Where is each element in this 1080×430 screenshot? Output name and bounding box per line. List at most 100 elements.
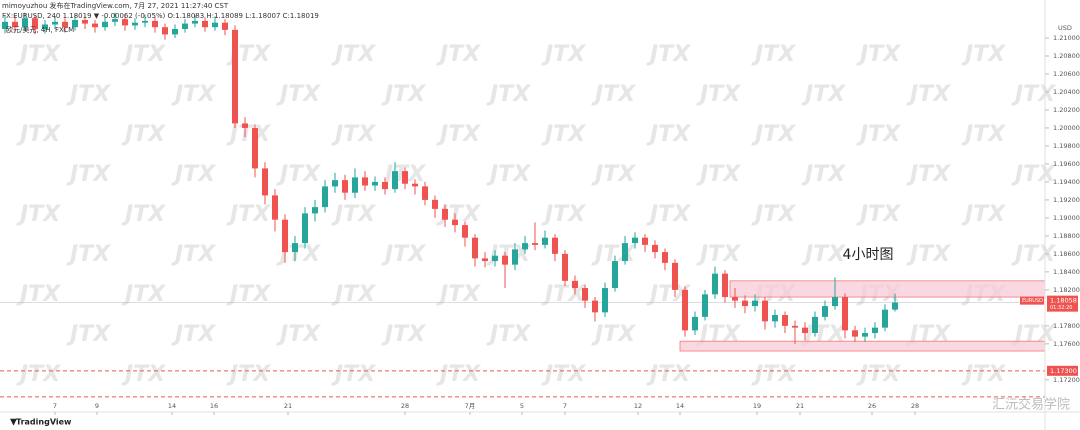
candle-body — [102, 21, 108, 28]
watermark: JTX — [486, 162, 531, 187]
candle-body — [422, 186, 428, 200]
watermark: JTX — [436, 42, 481, 67]
y-tick-label: 1.17600 — [1053, 340, 1080, 348]
y-tick-label: 1.20200 — [1053, 106, 1080, 114]
candle-body — [392, 171, 398, 190]
candle-body — [62, 21, 68, 28]
watermark: JTX — [16, 202, 61, 227]
candle-body — [52, 21, 58, 25]
watermark: JTX — [961, 42, 1006, 67]
watermark: JTX — [486, 82, 531, 107]
candle-body — [242, 123, 248, 128]
watermark: JTX — [276, 82, 321, 107]
price-symbol: EURUSD — [1022, 298, 1043, 304]
watermark: JTX — [1011, 242, 1056, 267]
watermark: JTX — [541, 42, 586, 67]
watermark: JTX — [961, 202, 1006, 227]
candle-body — [262, 168, 268, 196]
candle-body — [32, 18, 38, 29]
candle-body — [132, 22, 138, 26]
watermark: JTX — [856, 202, 901, 227]
y-tick-label: 1.20400 — [1053, 88, 1080, 96]
candle-body — [92, 23, 98, 28]
watermark: JTX — [696, 162, 741, 187]
watermark: JTX — [331, 282, 376, 307]
candle-body — [212, 22, 218, 28]
y-tick-label: 1.19400 — [1053, 178, 1080, 186]
header-line: mimoyuzhou 发布在TradingView.com, 7月 27, 20… — [2, 1, 229, 10]
level-label: 1.17300 — [1050, 367, 1077, 375]
x-tick-label: 14 — [168, 402, 176, 410]
watermark: JTX — [906, 242, 951, 267]
candle-body — [682, 289, 688, 331]
candle-body — [42, 24, 48, 29]
candle-body — [352, 177, 358, 193]
plot — [0, 12, 1046, 398]
candle-body — [822, 306, 828, 317]
watermark: JTX — [381, 322, 426, 347]
candle-body — [482, 258, 488, 262]
x-tick-label: 28 — [401, 402, 409, 410]
candle-body — [12, 21, 18, 28]
candle-body — [652, 244, 658, 253]
candle-body — [472, 237, 478, 259]
candle-body — [502, 255, 508, 265]
watermark: JTX — [591, 82, 636, 107]
x-tick-label: 21 — [284, 402, 292, 410]
watermark: JTX — [906, 82, 951, 107]
candle-body — [402, 171, 408, 184]
candle-body — [2, 21, 8, 29]
watermark: JTX — [171, 162, 216, 187]
x-tick-label: 26 — [868, 402, 876, 410]
zone — [729, 280, 1046, 298]
price-label: 1.18058 — [1050, 297, 1077, 305]
watermark: JTX — [66, 82, 111, 107]
candle-body — [872, 327, 878, 334]
watermark: JTX — [906, 162, 951, 187]
watermark: JTX — [751, 42, 796, 67]
candle-body — [172, 28, 178, 35]
watermark: JTX — [801, 162, 846, 187]
y-tick-label: 1.18800 — [1053, 232, 1080, 240]
watermark: JTX — [16, 42, 61, 67]
candle-body — [692, 316, 698, 331]
candle-body — [142, 20, 148, 23]
watermark: JTX — [436, 362, 481, 387]
candle-body — [592, 300, 598, 313]
candle-body — [832, 297, 838, 307]
candle-body — [452, 219, 458, 226]
candle-body — [442, 208, 448, 220]
watermark: JTX — [16, 362, 61, 387]
watermark: JTX — [646, 362, 691, 387]
candle-body — [72, 20, 78, 28]
candle-body — [432, 199, 438, 209]
watermark: JTX — [591, 322, 636, 347]
candle-body — [672, 262, 678, 290]
y-tick-label: 1.20800 — [1053, 52, 1080, 60]
watermark: JTX — [646, 202, 691, 227]
watermark: JTX — [331, 362, 376, 387]
candle-body — [612, 261, 618, 289]
candle-body — [722, 273, 728, 298]
candle-body — [642, 237, 648, 245]
candle-body — [882, 309, 888, 328]
candle-body — [512, 249, 518, 265]
watermark: JTX — [171, 322, 216, 347]
y-tick-label: 1.20000 — [1053, 124, 1080, 132]
watermark: JTX — [226, 202, 271, 227]
price-tag — [1020, 296, 1044, 305]
y-tick-label: 1.19600 — [1053, 160, 1080, 168]
watermark: JTX — [66, 322, 111, 347]
watermark: JTX — [1011, 82, 1056, 107]
candle-body — [602, 288, 608, 313]
candle-body — [292, 243, 298, 253]
candle-body — [312, 207, 318, 214]
watermark: JTX — [226, 282, 271, 307]
header-line: FX:EURUSD, 240 1.18019 ▼ -0.00062 (-0.05… — [2, 12, 319, 20]
y-tick-label: 1.19800 — [1053, 142, 1080, 150]
watermark: JTX — [331, 202, 376, 227]
watermark: JTX — [121, 202, 166, 227]
watermark: JTX — [381, 242, 426, 267]
x-tick-label: 5 — [520, 402, 524, 410]
